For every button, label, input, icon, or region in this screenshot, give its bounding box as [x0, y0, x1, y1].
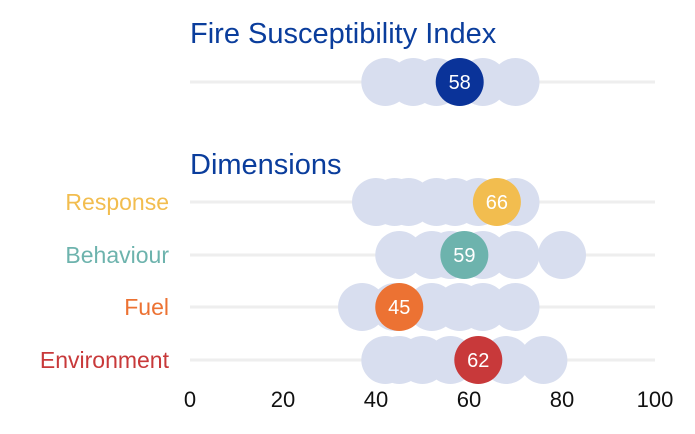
x-tick-label: 60: [457, 387, 481, 412]
peer-point: [519, 336, 568, 384]
row-label: Response: [65, 189, 169, 215]
row-label: Fuel: [124, 294, 169, 320]
value-marker: [472, 178, 521, 226]
row-behaviour: 59 Behaviour: [65, 231, 655, 279]
row-response: 66 Response: [65, 178, 655, 226]
chart-title: Fire Susceptibility Index: [190, 18, 497, 50]
value-marker: [435, 58, 484, 106]
x-tick-label: 100: [637, 387, 674, 412]
x-tick-label: 20: [271, 387, 295, 412]
value-marker: [375, 283, 424, 331]
x-axis: 0 20 40 60 80 100: [184, 387, 673, 412]
row-index: 58: [190, 58, 655, 106]
x-tick-label: 0: [184, 387, 196, 412]
value-label: 45: [388, 297, 410, 319]
x-tick-label: 80: [550, 387, 574, 412]
value-label: 66: [486, 192, 508, 214]
chart-rows: 58 66 Response 59 Behaviour 45 Fuel 62 Environme…: [40, 58, 655, 384]
dimensions-heading: Dimensions: [190, 149, 342, 181]
row-fuel: 45 Fuel: [124, 283, 655, 331]
row-environment: 62 Environment: [40, 336, 655, 384]
value-marker: [440, 231, 489, 279]
row-label: Environment: [40, 347, 170, 373]
peer-point: [538, 231, 586, 279]
value-label: 58: [449, 72, 471, 94]
value-marker: [454, 336, 503, 384]
value-label: 59: [453, 245, 475, 267]
peer-point: [491, 58, 540, 106]
x-tick-label: 40: [364, 387, 388, 412]
row-label: Behaviour: [65, 242, 169, 268]
peer-point: [491, 231, 540, 279]
peer-point: [491, 283, 540, 331]
value-label: 62: [467, 350, 489, 372]
